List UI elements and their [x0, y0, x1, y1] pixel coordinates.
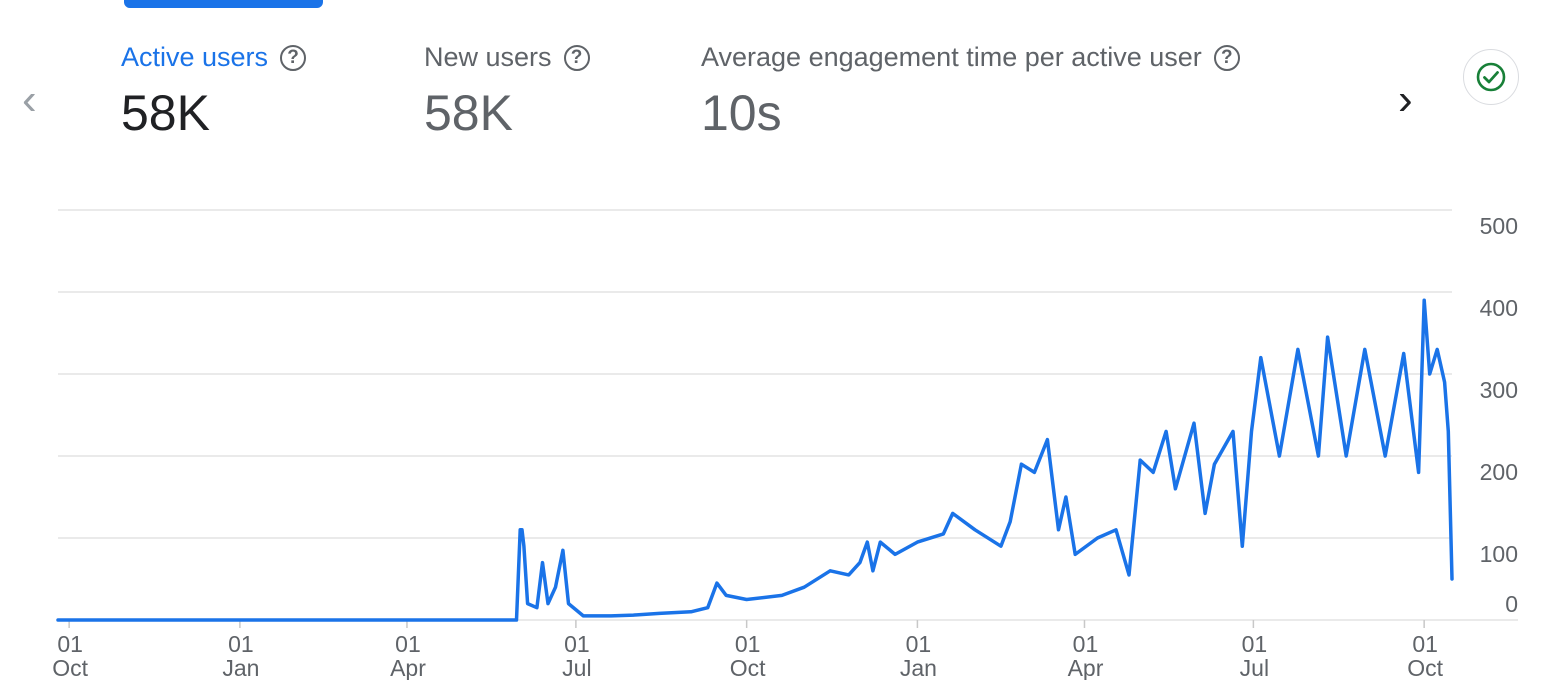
y-tick-label: 400: [1480, 295, 1518, 321]
help-circle-icon[interactable]: ?: [563, 44, 590, 71]
series-line: [56, 298, 1454, 622]
metric-value: 58K: [424, 85, 513, 141]
chevron-right-icon[interactable]: ›: [1398, 75, 1413, 124]
x-tick-day: 01: [1073, 631, 1099, 657]
x-tick-month: Jul: [562, 655, 591, 680]
x-tick-month: Apr: [1068, 655, 1104, 680]
x-tick-month: Oct: [730, 655, 766, 680]
y-tick-label: 200: [1480, 459, 1518, 485]
x-tick-month: Apr: [390, 655, 426, 680]
help-circle-icon[interactable]: ?: [280, 44, 307, 71]
x-tick-month: Jul: [1240, 655, 1269, 680]
x-tick-day: 01: [57, 631, 83, 657]
metric-avg-engagement-time[interactable]: Average engagement time per active user …: [701, 42, 1240, 139]
x-tick-month: Oct: [52, 655, 88, 680]
metric-active-users[interactable]: Active users ? 58K: [121, 42, 307, 141]
x-tick-day: 01: [228, 631, 254, 657]
y-tick-label: 300: [1480, 377, 1518, 403]
x-tick-day: 01: [395, 631, 421, 657]
metric-label: New users: [424, 42, 552, 72]
x-tick-day: 01: [906, 631, 932, 657]
help-circle-icon[interactable]: ?: [1213, 44, 1240, 71]
chevron-left-icon[interactable]: ‹: [22, 75, 37, 124]
x-tick-day: 01: [735, 631, 761, 657]
x-tick-day: 01: [1412, 631, 1438, 657]
x-tick-day: 01: [564, 631, 590, 657]
metric-new-users[interactable]: New users ? 58K: [424, 42, 590, 139]
metric-value: 10s: [701, 85, 782, 141]
x-tick-month: Jan: [900, 655, 937, 680]
active-tab-indicator: [124, 0, 323, 8]
x-tick-month: Jan: [222, 655, 259, 680]
y-tick-label: 0: [1505, 591, 1518, 617]
x-tick-month: Oct: [1407, 655, 1443, 680]
x-tick-day: 01: [1242, 631, 1268, 657]
metric-label: Average engagement time per active user: [701, 42, 1202, 72]
status-badge[interactable]: [1463, 49, 1519, 105]
metric-label: Active users: [121, 42, 269, 72]
y-tick-label: 500: [1480, 213, 1518, 239]
metric-value: 58K: [121, 85, 210, 141]
y-tick-label: 100: [1480, 541, 1518, 567]
check-circle-icon: [1476, 62, 1506, 92]
